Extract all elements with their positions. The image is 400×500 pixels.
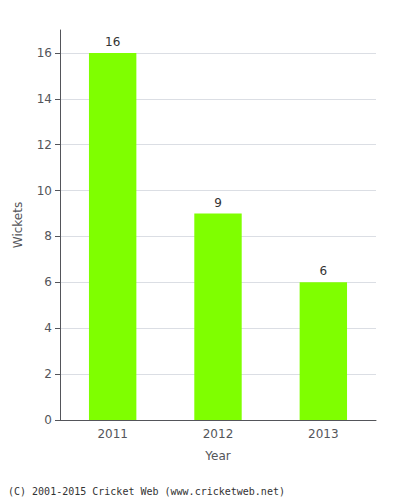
svg-text:6: 6 <box>44 275 52 289</box>
svg-text:14: 14 <box>37 92 52 106</box>
svg-text:12: 12 <box>37 138 52 152</box>
svg-text:Year: Year <box>204 449 230 463</box>
svg-text:16: 16 <box>105 35 120 49</box>
svg-text:2013: 2013 <box>308 427 339 441</box>
svg-text:2: 2 <box>44 367 52 381</box>
svg-text:Wickets: Wickets <box>11 202 25 248</box>
svg-text:10: 10 <box>37 184 52 198</box>
svg-text:16: 16 <box>37 46 52 60</box>
svg-text:0: 0 <box>44 413 52 427</box>
svg-text:(C) 2001-2015 Cricket Web (www: (C) 2001-2015 Cricket Web (www.cricketwe… <box>8 486 285 497</box>
svg-text:8: 8 <box>44 229 52 243</box>
svg-text:2012: 2012 <box>203 427 234 441</box>
svg-text:2011: 2011 <box>97 427 128 441</box>
svg-text:6: 6 <box>320 264 328 278</box>
svg-text:9: 9 <box>214 196 222 210</box>
svg-text:4: 4 <box>44 321 52 335</box>
